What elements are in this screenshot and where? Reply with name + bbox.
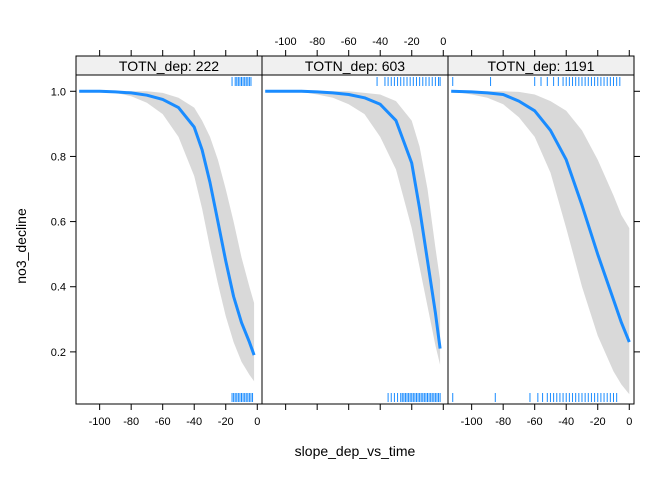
x-tick-label: -100 [461,416,483,428]
y-tick-label: 0.2 [51,347,66,359]
x-tick-label-top: -60 [341,36,357,48]
y-tick-label: 0.4 [51,282,66,294]
fit-line [451,89,631,343]
strip-label: TOTN_dep: 222 [119,58,219,74]
x-tick-label: 0 [254,416,260,428]
x-tick-label: -100 [89,416,111,428]
x-tick-label: -20 [218,416,234,428]
x-tick-label-top: 0 [440,36,446,48]
x-axis-title: slope_dep_vs_time [295,443,416,459]
fit-line [265,89,442,349]
strip-label: TOTN_dep: 1191 [488,58,595,74]
x-tick-label-top: -20 [404,36,420,48]
chart-panels: TOTN_dep: 222 TOTN_dep: 603 TOTN_dep: 1191 [75,55,635,405]
panel-2: TOTN_dep: 603 [261,55,449,405]
x-tick-label: -40 [186,416,202,428]
y-tick-label: 1.0 [51,86,66,98]
x-tick-label: -80 [495,416,511,428]
y-tick-label: 0.6 [51,217,66,229]
chart-axes: 0.20.40.60.81.0-100 -80 -60 -40 -20 0-100 -80-… [51,36,640,428]
panel-frame [447,74,635,405]
panel-3: TOTN_dep: 1191 [447,55,635,405]
y-tick-label: 0.8 [51,151,66,163]
x-tick-label: -60 [527,416,543,428]
confidence-band [451,91,630,395]
x-tick-label-top: -100 [275,36,297,48]
x-tick-label-top: -80 [309,36,325,48]
confidence-band [265,91,441,365]
panel-1: TOTN_dep: 222 [75,55,263,405]
y-axis-title: no3_decline [13,208,29,284]
x-tick-label: -40 [558,416,574,428]
x-tick-label: 0 [626,416,632,428]
x-tick-label: -60 [155,416,171,428]
x-tick-label: -80 [123,416,139,428]
x-tick-label-top: -40 [372,36,388,48]
fit-line [79,89,256,356]
strip-label: TOTN_dep: 603 [305,58,405,74]
x-tick-label: -20 [590,416,606,428]
confidence-band [79,91,255,382]
